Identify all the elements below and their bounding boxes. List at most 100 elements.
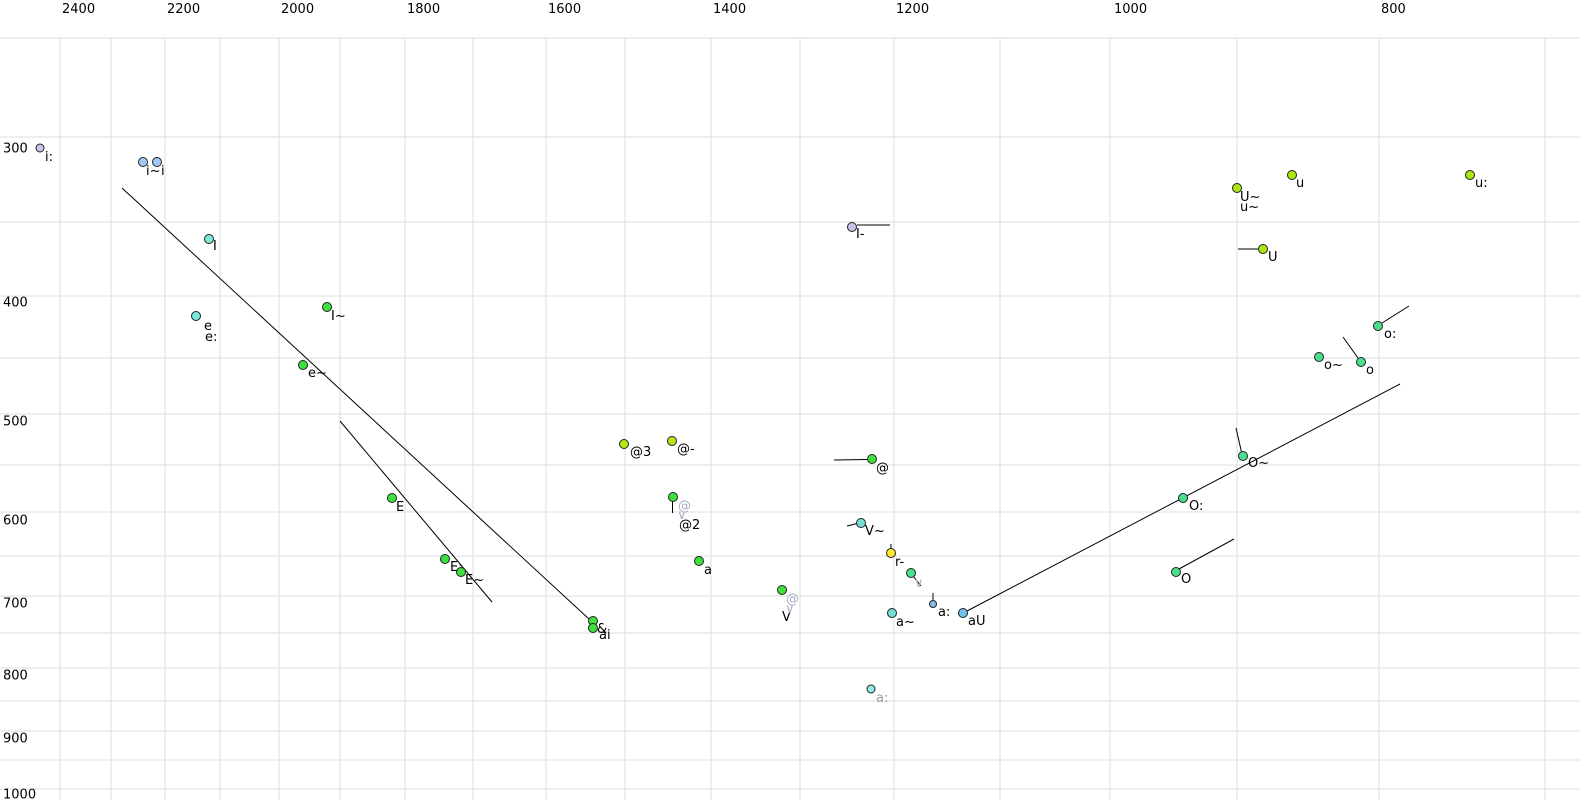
data-point-i~ [138,157,148,167]
data-point-aU [958,608,968,618]
data-point-E~ [456,567,466,577]
x-axis-tick-800: 800 [1381,2,1406,17]
data-point-e [191,311,201,321]
vector-o: [1381,305,1410,324]
E-trajectory-line [339,420,493,603]
data-point-o~ [1314,352,1324,362]
data-point-V-central [777,585,787,595]
gray-symbol-∨: ∨ [785,602,795,617]
x-axis-tick-2000: 2000 [281,2,314,17]
data-point-a~ [887,608,897,618]
point-label-o: o [1366,363,1374,378]
y-axis-tick-600: 600 [3,514,28,529]
point-label-ai: ai [599,628,611,643]
point-label-I: I [213,239,217,254]
point-label-r-: r- [895,555,905,570]
point-label-O~: O~ [1248,456,1269,471]
axis-labels-layer: 2400 2200 2000 1800 1600 1400 1200 1000 800 300 40… [3,2,1406,800]
point-label-@-: @- [677,442,695,457]
point-label-U: U [1268,250,1278,265]
point-label-u: u [1296,176,1304,191]
data-point-a:-weak [866,684,876,694]
point-label-u~: u~ [1240,200,1259,215]
data-point-E [387,493,397,503]
gray-symbol-∨: ∨ [677,508,687,523]
x-axis-tick-1800: 1800 [407,2,440,17]
point-label-a: a [704,563,712,578]
vector-O~ [1235,427,1242,453]
data-point-a [694,556,704,566]
x-axis-tick-1000: 1000 [1114,2,1147,17]
gray-symbol-@: @ [786,592,799,607]
data-point-e~ [298,360,308,370]
point-label-@3: @3 [630,445,651,460]
point-label-V~: V~ [865,524,885,539]
data-point-o [1356,357,1366,367]
point-label-&: & [597,622,607,637]
data-point-U [1258,244,1268,254]
grid-layer [0,37,1580,800]
data-point-I- [847,222,857,232]
y-axis-tick-700: 700 [3,597,28,612]
data-point-@3 [619,439,629,449]
point-label-e: e [204,319,212,334]
point-label-I~: I~ [331,309,346,324]
data-point-u [1287,170,1297,180]
data-point-o: [1373,321,1383,331]
vector-o [1342,336,1359,359]
point-label-O: O [1181,572,1191,587]
x-axis-tick-2400: 2400 [62,2,95,17]
point-label-U~: U~ [1240,190,1260,205]
data-point-ai [588,623,598,633]
x-axis-tick-1200: 1200 [896,2,929,17]
gray-symbol-∨: ∨ [914,576,924,591]
point-label-O:: O: [1189,499,1203,514]
point-label-o~: o~ [1324,358,1343,373]
point-label-i~: i~ [146,164,161,179]
data-point-E: [440,554,450,564]
point-label-aU: aU [968,614,985,629]
point-label-a:: a: [938,605,950,620]
data-point-u: [1465,170,1475,180]
trajectory-lines-layer [121,187,1401,620]
data-point-i [152,157,162,167]
point-label-u:: u: [1475,176,1488,191]
vector-O [1178,538,1235,570]
data-point-I~ [322,302,332,312]
point-label-a:: a: [876,691,888,706]
point-label-e:: e: [205,330,217,345]
y-axis-tick-300: 300 [3,142,28,157]
point-label-V: V [782,610,791,625]
gray-symbol-@: @ [678,499,691,514]
point-label-I-: I- [856,227,865,242]
y-axis-tick-900: 900 [3,732,28,747]
data-point-V [906,568,916,578]
y-axis-tick-1000: 1000 [3,788,36,800]
point-label-o:: o: [1384,327,1396,342]
x-axis-tick-1600: 1600 [548,2,581,17]
point-label-E: E [396,500,404,515]
x-axis-tick-2200: 2200 [167,2,200,17]
data-point-O~ [1238,451,1248,461]
data-point-U~ [1232,183,1242,193]
data-point-i: [35,143,45,153]
vector-V [912,575,922,587]
point-label-i:: i: [45,150,53,165]
vector-@ [833,459,868,461]
point-label-E~: E~ [465,573,484,588]
y-axis-tick-500: 500 [3,415,28,430]
point-label-@: @ [876,461,889,476]
ai-trajectory-line [121,187,590,620]
data-point-V~ [856,518,866,528]
point-label-i: i [161,164,165,179]
data-point-a: [929,600,937,608]
data-point-I [204,234,214,244]
data-point-O: [1178,493,1188,503]
y-axis-tick-800: 800 [3,669,28,684]
data-point-@- [667,436,677,446]
point-label-a~: a~ [896,615,915,630]
point-label-e~: e~ [308,366,327,381]
data-point-r- [886,548,896,558]
